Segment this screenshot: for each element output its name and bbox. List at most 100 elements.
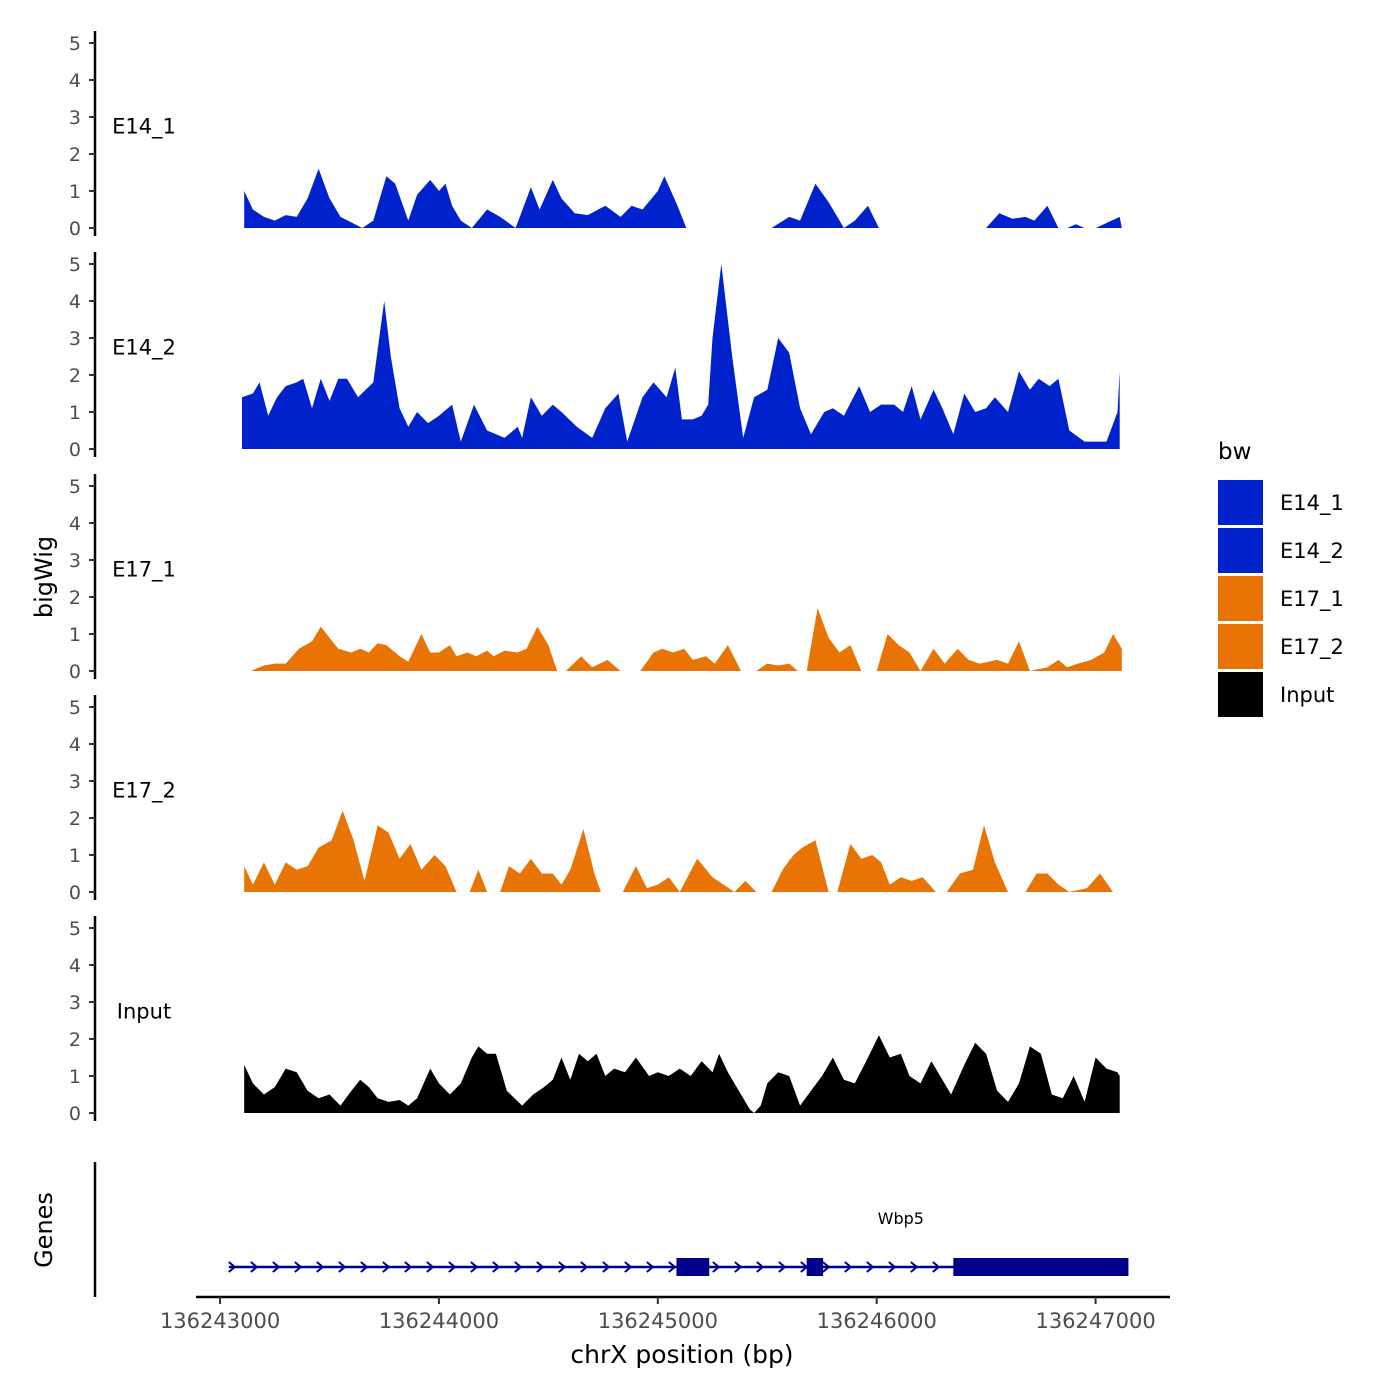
- y-tick-label: 0: [69, 439, 81, 461]
- y-tick-label: 2: [69, 1029, 81, 1051]
- y-tick-label: 3: [69, 107, 81, 129]
- legend: bw E14_1 E14_2 E17_1 E17_2 Input: [1218, 439, 1344, 717]
- gene-exon: [676, 1258, 710, 1276]
- track-label: E14_1: [112, 115, 176, 140]
- strand-arrow: [404, 1261, 413, 1273]
- track-E17_2: 0 1 2 3 4 5 E17_2: [69, 695, 1114, 904]
- strand-arrow: [536, 1261, 545, 1273]
- strand-arrow: [448, 1261, 457, 1273]
- strand-arrow: [294, 1261, 303, 1273]
- strand-arrow: [558, 1261, 567, 1273]
- strand-arrow: [514, 1261, 523, 1273]
- y-tick-label: 0: [69, 218, 81, 240]
- y-tick-label: 5: [69, 918, 81, 940]
- y-tick-label: 0: [69, 661, 81, 683]
- y-tick-label: 0: [69, 882, 81, 904]
- strand-arrow: [272, 1261, 281, 1273]
- strand-arrow: [580, 1261, 589, 1273]
- strand-arrow: [492, 1261, 501, 1273]
- genes-track: Wbp5: [93, 1162, 1129, 1297]
- legend-entries: E14_1 E14_2 E17_1 E17_2 Input: [1218, 480, 1344, 717]
- y-tick-label: 1: [69, 1066, 81, 1088]
- legend-title: bw: [1218, 439, 1251, 465]
- legend-label: Input: [1280, 683, 1334, 707]
- x-tick-label: 136243000: [160, 1309, 280, 1333]
- y-tick-label: 2: [69, 365, 81, 387]
- x-axis-title: chrX position (bp): [570, 1340, 793, 1369]
- legend-label: E14_1: [1280, 491, 1344, 516]
- signal-tracks: 0 1 2 3 4 5 E14_1 0 1 2 3 4 5 E14_2 0 1 2 3 4 5 E17_1 0 1 2 3 4 5 E…: [69, 31, 1122, 1125]
- x-tick-label: 136245000: [598, 1309, 718, 1333]
- legend-label: E17_1: [1280, 587, 1344, 612]
- strand-arrow: [668, 1261, 677, 1273]
- y-tick-label: 2: [69, 144, 81, 166]
- strand-arrow: [382, 1261, 391, 1273]
- y-axis-title: bigWig: [30, 536, 58, 618]
- legend-swatch: [1218, 624, 1263, 669]
- strand-arrow: [624, 1261, 633, 1273]
- x-tick-label: 136244000: [379, 1309, 499, 1333]
- signal-area: [250, 608, 1122, 671]
- y-tick-label: 4: [69, 513, 81, 535]
- strand-arrow: [844, 1261, 853, 1273]
- strand-arrow: [712, 1261, 721, 1273]
- track-Input: 0 1 2 3 4 5 Input: [69, 916, 1120, 1125]
- track-E14_2: 0 1 2 3 4 5 E14_2: [69, 252, 1120, 461]
- strand-arrow: [756, 1261, 765, 1273]
- legend-entry-E17_2: E17_2: [1218, 624, 1344, 669]
- y-tick-label: 5: [69, 254, 81, 276]
- legend-swatch: [1218, 576, 1263, 621]
- strand-arrow: [426, 1261, 435, 1273]
- track-label: E17_1: [112, 558, 176, 583]
- legend-label: E17_2: [1280, 635, 1344, 660]
- strand-arrow: [250, 1261, 259, 1273]
- signal-area: [242, 264, 1120, 449]
- legend-entry-E14_2: E14_2: [1218, 528, 1344, 573]
- y-tick-label: 5: [69, 697, 81, 719]
- track-label: E14_2: [112, 336, 176, 361]
- y-tick-label: 4: [69, 955, 81, 977]
- gene-Wbp5: Wbp5: [228, 1209, 1129, 1276]
- track-E17_1: 0 1 2 3 4 5 E17_1: [69, 474, 1122, 683]
- strand-arrow: [822, 1261, 831, 1273]
- legend-swatch: [1218, 480, 1263, 525]
- gene-label: Wbp5: [878, 1209, 924, 1228]
- y-tick-label: 1: [69, 181, 81, 203]
- track-E14_1: 0 1 2 3 4 5 E14_1: [69, 31, 1122, 240]
- y-tick-label: 1: [69, 624, 81, 646]
- strand-arrow: [360, 1261, 369, 1273]
- x-tick-label: 136247000: [1035, 1309, 1155, 1333]
- y-tick-label: 0: [69, 1103, 81, 1125]
- y-tick-label: 3: [69, 328, 81, 350]
- strand-arrow: [602, 1261, 611, 1273]
- y-tick-label: 4: [69, 70, 81, 92]
- y-tick-label: 4: [69, 291, 81, 313]
- y-tick-label: 3: [69, 771, 81, 793]
- y-tick-label: 4: [69, 734, 81, 756]
- x-axis: 136243000 136244000 136245000 136246000 1362…: [160, 1295, 1170, 1333]
- y-tick-label: 1: [69, 402, 81, 424]
- y-tick-label: 5: [69, 476, 81, 498]
- legend-swatch: [1218, 528, 1263, 573]
- y-tick-label: 2: [69, 808, 81, 830]
- legend-swatch: [1218, 672, 1263, 717]
- y-tick-label: 3: [69, 992, 81, 1014]
- strand-arrow: [910, 1261, 919, 1273]
- y-tick-label: 5: [69, 33, 81, 55]
- signal-area: [244, 1035, 1120, 1113]
- strand-arrow: [932, 1261, 941, 1273]
- strand-arrow: [866, 1261, 875, 1273]
- y-tick-label: 1: [69, 845, 81, 867]
- track-label: E17_2: [112, 779, 176, 804]
- y-tick-label: 2: [69, 587, 81, 609]
- strand-arrow: [778, 1261, 787, 1273]
- legend-entry-Input: Input: [1218, 672, 1334, 717]
- gene-exon: [953, 1258, 1129, 1276]
- signal-area: [244, 168, 1122, 228]
- strand-arrow: [734, 1261, 743, 1273]
- gene-exon: [806, 1258, 824, 1276]
- strand-arrow: [888, 1261, 897, 1273]
- strand-arrow: [228, 1261, 237, 1273]
- track-label: Input: [117, 1000, 171, 1024]
